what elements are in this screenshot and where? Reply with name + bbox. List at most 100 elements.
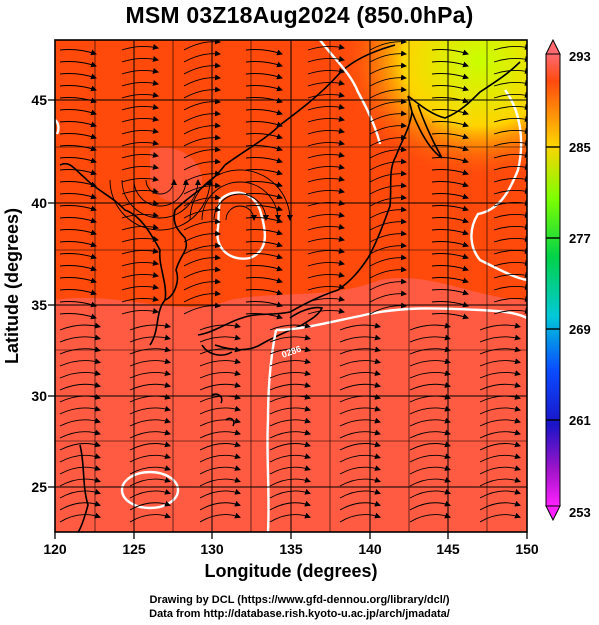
streamline [479,382,521,391]
streamline [245,109,283,116]
streamline [369,230,407,243]
streamline [109,179,213,231]
streamline [121,175,159,183]
streamline [369,290,407,303]
streamline [431,157,469,164]
colorbar-label: 285 [569,140,591,155]
streamline [59,512,101,523]
streamline [129,453,171,463]
streamline [183,122,221,135]
streamline [201,181,281,221]
streamline [409,465,451,475]
streamline [129,405,171,415]
streamline [409,322,451,331]
streamline [269,489,311,499]
streamline [59,85,97,92]
streamline [213,193,269,221]
streamline [369,74,407,87]
streamline [431,133,469,140]
streamline [183,254,221,267]
streamline [245,121,283,128]
streamline [369,50,407,63]
streamline [369,206,407,219]
streamline [59,73,97,80]
streamline [409,512,451,523]
streamline [307,67,345,75]
streamline [121,115,159,123]
streamline [339,429,381,439]
streamline [369,194,407,207]
streamline [199,500,241,511]
streamline [183,50,221,63]
streamline [245,61,283,68]
streamline [339,441,381,451]
streamline [225,205,257,221]
streamline [245,73,283,80]
streamline [129,322,171,331]
streamline [269,370,311,379]
x-tick-labels: 120 125 130 135 140 145 150 [43,541,539,557]
streamline [59,429,101,439]
streamline [409,370,451,379]
streamline [129,382,171,391]
streamline [121,43,159,51]
streamline [479,489,521,499]
streamline [129,370,171,379]
streamline [199,417,241,427]
streamline [307,211,345,219]
streamline [369,62,407,75]
streamline [199,370,241,379]
streamline [369,254,407,267]
streamline [59,277,97,284]
streamline [183,266,221,279]
streamline [199,477,241,487]
streamline [59,205,97,212]
streamline [269,322,311,331]
streamline [369,98,407,111]
streamline [245,49,283,56]
streamline [369,170,407,183]
streamline [369,278,407,291]
streamline [269,465,311,475]
streamline [59,289,97,296]
streamline [183,218,221,231]
streamline [307,175,345,183]
streamline [431,49,469,56]
streamline [59,500,101,511]
streamline [183,146,221,159]
streamline [479,465,521,475]
streamline [59,370,101,379]
streamline [479,453,521,463]
streamline [307,187,345,195]
streamline [479,477,521,487]
streamline [245,181,283,188]
streamline [199,405,241,415]
streamline [59,229,97,236]
streamline [59,465,101,475]
streamline [409,405,451,415]
streamline [199,429,241,439]
streamline [479,441,521,451]
streamline [479,405,521,415]
streamline [59,265,97,272]
streamline [245,277,283,284]
streamline [59,217,97,224]
streamline [129,477,171,487]
streamline [431,313,469,320]
streamline [121,91,159,99]
streamline [369,302,407,315]
streamline [269,334,311,343]
colorbar-label: 269 [569,322,591,337]
streamline [307,223,345,231]
streamline [183,194,221,207]
streamline [307,127,345,135]
streamline [183,98,221,111]
streamline [183,302,221,315]
streamline [183,242,221,255]
streamline [431,73,469,80]
streamline [409,453,451,463]
streamline [183,74,221,87]
streamline [59,334,101,343]
streamline [121,307,159,315]
